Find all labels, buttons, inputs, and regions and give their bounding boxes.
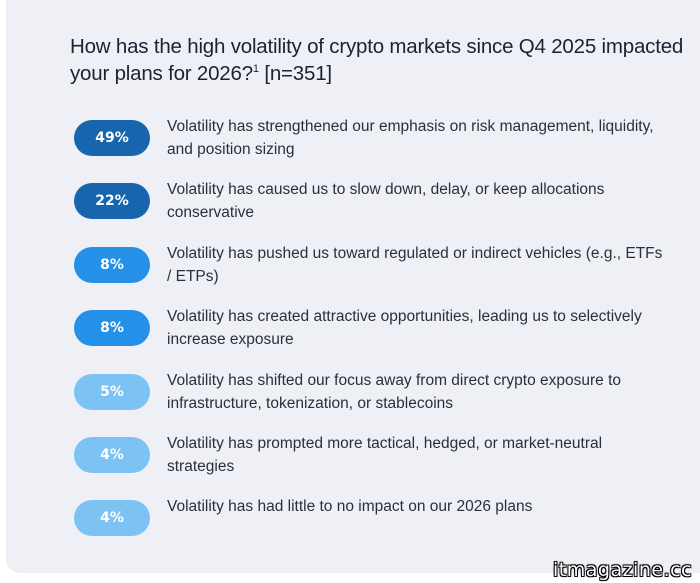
percentage-badge: 8% — [74, 247, 150, 283]
response-row: 5% Volatility has shifted our focus away … — [6, 372, 700, 423]
response-label: Volatility has strengthened our emphasis… — [167, 118, 654, 158]
response-label: Volatility has pushed us toward regulate… — [167, 245, 663, 285]
percentage-badge: 8% — [74, 310, 150, 346]
response-list: 49% Volatility has strengthened our empha… — [6, 0, 700, 573]
response-row: 49% Volatility has strengthened our empha… — [6, 118, 700, 169]
response-row: 4% Volatility has had little to no impact… — [6, 498, 700, 549]
response-row: 8% Volatility has created attractive oppo… — [6, 308, 700, 359]
percentage-badge: 4% — [74, 500, 150, 536]
response-label: Volatility has had little to no impact o… — [167, 498, 533, 515]
chart-title: How has the high volatility of crypto ma… — [70, 33, 700, 87]
response-label: Volatility has prompted more tactical, h… — [167, 435, 603, 475]
survey-card: How has the high volatility of crypto ma… — [6, 0, 700, 573]
question-text: How has the high volatility of crypto ma… — [70, 35, 684, 85]
percentage-badge: 4% — [74, 437, 150, 473]
response-label: Volatility has caused us to slow down, d… — [167, 181, 605, 221]
response-row: 4% Volatility has prompted more tactical,… — [6, 435, 700, 486]
response-label: Volatility has shifted our focus away fr… — [167, 372, 622, 412]
sample-size: [n=351] — [264, 62, 332, 85]
percentage-badge: 49% — [74, 120, 150, 156]
response-label: Volatility has created attractive opport… — [167, 308, 642, 348]
footnote-marker: 1 — [252, 63, 259, 75]
watermark: itmagazine.cc — [553, 559, 692, 581]
percentage-badge: 5% — [74, 374, 150, 410]
percentage-badge: 22% — [74, 183, 150, 219]
response-row: 8% Volatility has pushed us toward regula… — [6, 245, 700, 296]
response-row: 22% Volatility has caused us to slow down… — [6, 181, 700, 232]
